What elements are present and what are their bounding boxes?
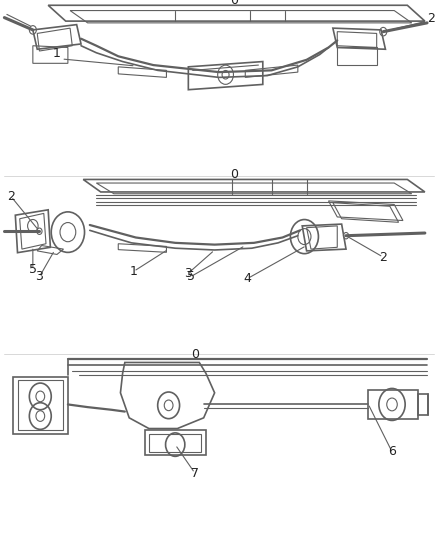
Text: 2: 2 — [7, 190, 15, 203]
Text: 0: 0 — [230, 167, 238, 181]
Text: 3: 3 — [184, 266, 192, 280]
Text: 7: 7 — [191, 467, 199, 480]
Text: 0: 0 — [191, 348, 199, 361]
Text: 0: 0 — [230, 0, 238, 6]
Text: 5: 5 — [187, 270, 194, 283]
Text: 4: 4 — [244, 272, 251, 285]
Text: 1: 1 — [130, 265, 138, 278]
Text: 6: 6 — [388, 445, 396, 458]
Text: 2: 2 — [379, 251, 387, 264]
Text: 1: 1 — [53, 47, 61, 60]
Text: 5: 5 — [29, 263, 37, 276]
Text: 3: 3 — [35, 270, 43, 283]
Text: 2: 2 — [427, 12, 435, 25]
